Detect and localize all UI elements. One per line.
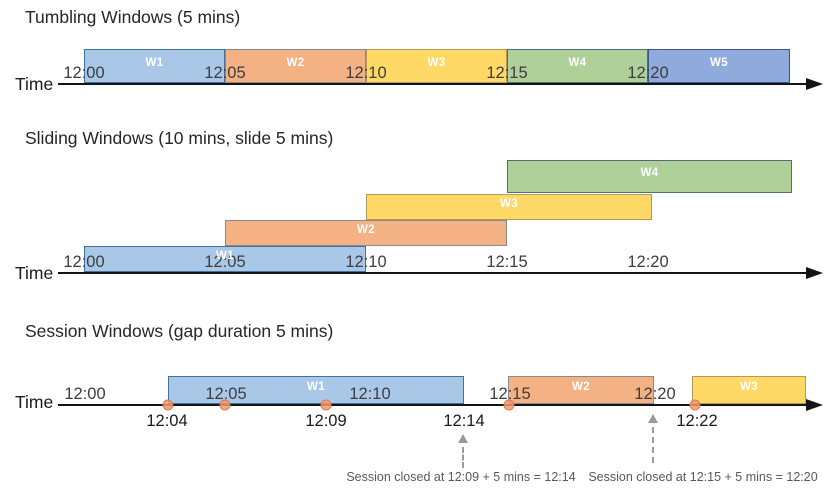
timeline-arrowhead-icon — [806, 399, 823, 411]
axis-tick-label: 12:20 — [634, 385, 676, 403]
time-axis-label: Time — [15, 263, 54, 283]
axis-tick-label: 12:15 — [486, 253, 528, 271]
axis-tick-label: 12:05 — [204, 64, 246, 82]
up-arrow-icon — [648, 414, 658, 423]
window-label: W1 — [215, 250, 235, 263]
up-arrow-icon — [458, 434, 468, 443]
session-closed-annotation: Session closed at 12:09 + 5 mins = 12:14 — [346, 470, 576, 484]
window-box-w1 — [168, 376, 464, 404]
axis-tick-label: 12:15 — [486, 64, 528, 82]
window-label: W3 — [499, 198, 519, 211]
timeline-axis — [58, 404, 806, 406]
event-time-label: 12:14 — [443, 412, 485, 430]
window-box-w1 — [84, 246, 366, 272]
event-dot — [503, 399, 515, 411]
window-label: W3 — [739, 381, 759, 394]
time-axis-label: Time — [15, 74, 54, 94]
event-time-label: 12:09 — [305, 412, 347, 430]
section-title: Session Windows (gap duration 5 mins) — [25, 321, 334, 341]
window-box-w3 — [692, 376, 806, 404]
window-label: W3 — [427, 56, 446, 69]
event-dot — [162, 399, 174, 411]
time-axis-label: Time — [15, 392, 54, 412]
window-box-w4 — [507, 49, 648, 83]
axis-tick-label: 12:10 — [345, 64, 387, 82]
window-box-w2 — [508, 376, 654, 404]
event-time-label: 12:22 — [676, 412, 718, 430]
timeline-arrowhead-icon — [806, 267, 823, 279]
window-box-w2 — [225, 220, 507, 246]
window-box-w3 — [366, 49, 507, 83]
session-closed-annotation: Session closed at 12:15 + 5 mins = 12:20 — [588, 470, 818, 484]
up-arrow-stem — [462, 447, 464, 468]
event-dot — [689, 399, 701, 411]
axis-tick-label: 12:20 — [627, 253, 669, 271]
event-dot — [320, 399, 332, 411]
axis-tick-label: 12:20 — [627, 64, 669, 82]
axis-tick-label: 12:05 — [205, 385, 247, 403]
window-label: W4 — [640, 167, 659, 180]
axis-tick-label: 12:05 — [204, 253, 246, 271]
window-box-w3 — [366, 194, 652, 220]
section-title: Sliding Windows (10 mins, slide 5 mins) — [25, 128, 334, 148]
window-box-w5 — [648, 49, 790, 83]
window-label: W5 — [709, 56, 729, 69]
timeline-arrowhead-icon — [806, 78, 823, 90]
axis-tick-label: 12:00 — [63, 253, 105, 271]
axis-tick-label: 12:00 — [64, 385, 106, 403]
axis-tick-label: 12:10 — [345, 253, 387, 271]
event-dot — [219, 399, 231, 411]
axis-tick-label: 12:10 — [349, 385, 391, 403]
timeline-axis — [58, 272, 806, 274]
event-time-label: 12:04 — [146, 412, 188, 430]
axis-tick-label: 12:15 — [489, 385, 531, 403]
window-box-w4 — [507, 160, 792, 193]
window-label: W2 — [286, 56, 305, 69]
window-label: W4 — [568, 56, 587, 69]
section-title: Tumbling Windows (5 mins) — [25, 7, 241, 27]
window-label: W1 — [306, 381, 326, 394]
window-label: W2 — [356, 224, 376, 237]
window-label: W2 — [571, 381, 591, 394]
window-box-w2 — [225, 49, 366, 83]
axis-tick-label: 12:00 — [63, 64, 105, 82]
up-arrow-stem — [652, 427, 654, 463]
timeline-axis — [58, 83, 806, 85]
window-label: W1 — [145, 56, 164, 69]
window-box-w1 — [84, 49, 225, 83]
